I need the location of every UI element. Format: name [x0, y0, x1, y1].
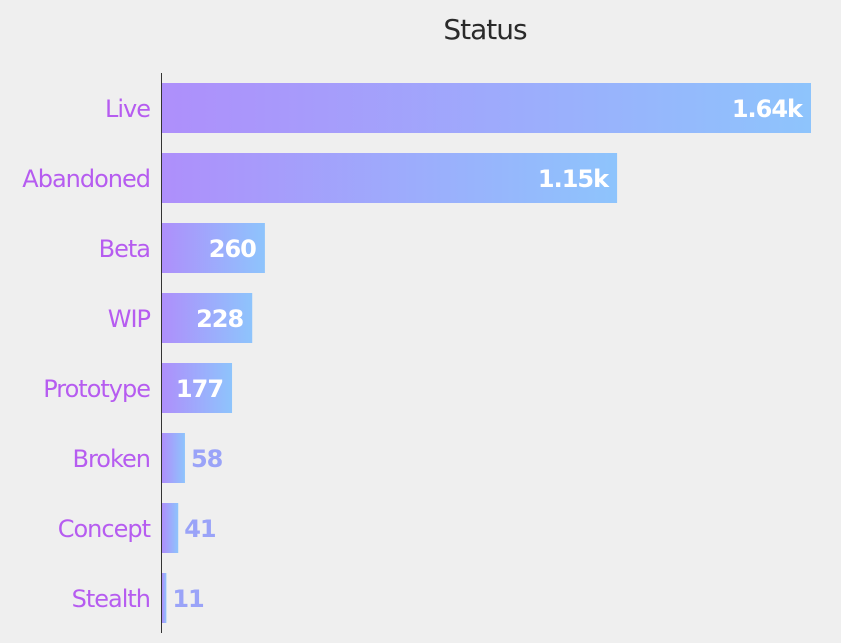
y-tick-label: Concept	[58, 515, 151, 543]
y-tick-label: Abandoned	[22, 165, 150, 193]
bar	[162, 573, 167, 623]
value-label: 11	[172, 585, 204, 613]
bar	[162, 293, 253, 343]
bar	[162, 153, 618, 203]
bar	[162, 223, 265, 273]
value-label: 228	[196, 305, 243, 333]
y-tick-label: Stealth	[72, 585, 150, 613]
bar	[162, 363, 233, 413]
value-label: 177	[176, 375, 223, 403]
value-label: 260	[209, 235, 256, 263]
bar	[162, 83, 811, 133]
chart-title: Status	[443, 13, 527, 46]
bar	[162, 503, 179, 553]
y-tick-label: Prototype	[43, 375, 150, 403]
value-label: 1.15k	[538, 165, 610, 193]
y-tick-label: Broken	[72, 445, 150, 473]
bar	[162, 433, 185, 483]
value-label: 58	[191, 445, 223, 473]
y-tick-label: WIP	[108, 305, 151, 333]
value-label: 1.64k	[732, 95, 804, 123]
y-tick-label: Beta	[99, 235, 150, 263]
value-label: 41	[184, 515, 216, 543]
y-tick-label: Live	[105, 95, 150, 123]
